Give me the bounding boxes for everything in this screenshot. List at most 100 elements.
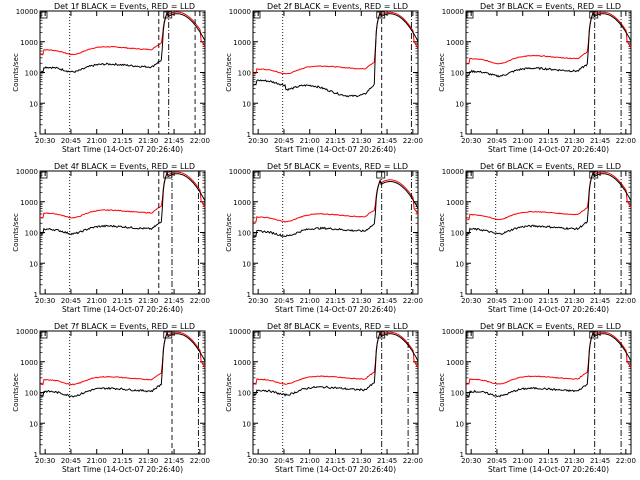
y-axis-label: Counts/sec xyxy=(12,53,20,92)
corner-box-marker xyxy=(40,11,48,19)
chart-panel-2: Det 2f BLACK = Events, RED = LLD 1 10 100 10… xyxy=(225,2,423,154)
x-tick-label: 21:45 xyxy=(377,137,397,145)
plot-frame xyxy=(465,330,632,455)
corner-box-marker xyxy=(253,171,261,179)
x-tick-label: 20:45 xyxy=(487,297,507,305)
series-lld-line xyxy=(40,11,206,56)
series-events-line xyxy=(252,178,419,238)
y-tick-label: 100 xyxy=(451,70,464,78)
x-tick-label: 20:45 xyxy=(61,297,81,305)
corner-box-marker xyxy=(253,331,261,339)
x-tick-label: 21:45 xyxy=(164,297,184,305)
y-tick-label: 100 xyxy=(451,390,464,398)
corner-box-marker xyxy=(466,171,474,179)
x-tick-label: 22:00 xyxy=(616,137,636,145)
x-tick-label: 21:30 xyxy=(351,297,371,305)
x-tick-label: 21:00 xyxy=(513,297,533,305)
peak-box-marker xyxy=(589,171,599,179)
y-tick-label: 10000 xyxy=(442,168,464,176)
x-tick-label: 21:15 xyxy=(538,457,558,465)
chart-panel-8: Det 8f BLACK = Events, RED = LLD 1 10 100 10… xyxy=(225,322,423,474)
y-tick-label: 100 xyxy=(25,230,38,238)
y-tick-label: 10 xyxy=(242,420,251,428)
plot-frame xyxy=(465,10,632,135)
y-tick-label: 1 xyxy=(34,131,38,139)
x-tick-label: 20:30 xyxy=(248,457,268,465)
x-tick-label: 21:30 xyxy=(138,457,158,465)
x-tick-label: 21:15 xyxy=(538,297,558,305)
x-tick-label: 21:45 xyxy=(590,457,610,465)
corner-box-marker xyxy=(253,11,261,19)
peak-box-marker xyxy=(163,11,173,19)
chart-panel-6: Det 6f BLACK = Events, RED = LLD 1 10 100 10… xyxy=(438,162,636,314)
x-tick-label: 22:00 xyxy=(616,297,636,305)
x-axis-label: Start Time (14-Oct-07 20:26:40) xyxy=(62,465,183,474)
x-axis-label: Start Time (14-Oct-07 20:26:40) xyxy=(488,465,609,474)
y-tick-label: 100 xyxy=(25,70,38,78)
x-tick-label: 21:45 xyxy=(590,137,610,145)
peak-box-marker xyxy=(163,331,173,339)
plot-frame xyxy=(252,330,419,455)
y-tick-label: 10 xyxy=(242,100,251,108)
x-tick-label: 20:45 xyxy=(274,137,294,145)
y-tick-label: 1000 xyxy=(446,39,464,47)
corner-box-marker xyxy=(40,171,48,179)
y-tick-label: 10000 xyxy=(442,328,464,336)
y-tick-label: 1 xyxy=(34,291,38,299)
x-tick-label: 21:15 xyxy=(325,457,345,465)
y-tick-label: 1000 xyxy=(446,199,464,207)
y-tick-label: 1 xyxy=(460,291,464,299)
peak-box-marker xyxy=(376,331,386,339)
x-tick-label: 21:45 xyxy=(164,137,184,145)
y-axis-label: Counts/sec xyxy=(12,213,20,252)
y-tick-label: 100 xyxy=(238,70,251,78)
x-tick-label: 21:30 xyxy=(138,137,158,145)
x-axis-label: Start Time (14-Oct-07 20:26:40) xyxy=(62,305,183,314)
chart-panel-9: Det 9f BLACK = Events, RED = LLD 1 10 100 10… xyxy=(438,322,636,474)
y-tick-label: 1 xyxy=(247,291,251,299)
y-tick-label: 1000 xyxy=(446,359,464,367)
series-lld-line xyxy=(466,171,632,221)
x-tick-label: 20:45 xyxy=(61,137,81,145)
y-tick-label: 1000 xyxy=(233,39,251,47)
x-tick-label: 21:00 xyxy=(87,297,107,305)
chart-panel-7: Det 7f BLACK = Events, RED = LLD 1 10 100 10… xyxy=(12,322,210,474)
y-tick-label: 10000 xyxy=(442,8,464,16)
x-tick-label: 20:30 xyxy=(35,457,55,465)
x-tick-label: 21:30 xyxy=(564,137,584,145)
x-tick-label: 21:45 xyxy=(164,457,184,465)
y-tick-label: 10000 xyxy=(229,168,251,176)
plot-frame xyxy=(465,170,632,295)
x-tick-label: 20:30 xyxy=(461,457,481,465)
y-tick-label: 1000 xyxy=(233,199,251,207)
y-tick-label: 10000 xyxy=(16,168,38,176)
chart-title: Det 5f BLACK = Events, RED = LLD xyxy=(267,162,408,171)
y-axis-label: Counts/sec xyxy=(225,213,233,252)
chart-panel-3: Det 3f BLACK = Events, RED = LLD 1 10 100 10… xyxy=(438,2,636,154)
y-tick-label: 1 xyxy=(247,131,251,139)
y-axis-label: Counts/sec xyxy=(438,373,446,412)
x-tick-label: 21:00 xyxy=(300,457,320,465)
x-tick-label: 20:30 xyxy=(35,297,55,305)
chart-title: Det 8f BLACK = Events, RED = LLD xyxy=(267,322,408,331)
x-axis-label: Start Time (14-Oct-07 20:26:40) xyxy=(488,305,609,314)
series-lld-line xyxy=(39,171,206,219)
x-tick-label: 21:00 xyxy=(300,137,320,145)
y-tick-label: 1 xyxy=(460,131,464,139)
series-events-line xyxy=(40,330,206,398)
corner-box-marker xyxy=(466,11,474,19)
chart-title: Det 7f BLACK = Events, RED = LLD xyxy=(54,322,195,331)
y-tick-label: 10000 xyxy=(16,8,38,16)
y-tick-label: 10000 xyxy=(16,328,38,336)
y-axis-label: Counts/sec xyxy=(438,53,446,92)
series-events-line xyxy=(465,10,632,78)
series-events-line xyxy=(39,10,206,74)
x-tick-label: 22:00 xyxy=(190,457,210,465)
y-tick-label: 10 xyxy=(29,420,38,428)
x-tick-label: 21:15 xyxy=(325,137,345,145)
y-axis-label: Counts/sec xyxy=(438,213,446,252)
chart-title: Det 1f BLACK = Events, RED = LLD xyxy=(54,2,195,11)
series-lld-line xyxy=(252,11,419,75)
x-tick-label: 22:00 xyxy=(190,137,210,145)
x-tick-label: 21:15 xyxy=(112,297,132,305)
